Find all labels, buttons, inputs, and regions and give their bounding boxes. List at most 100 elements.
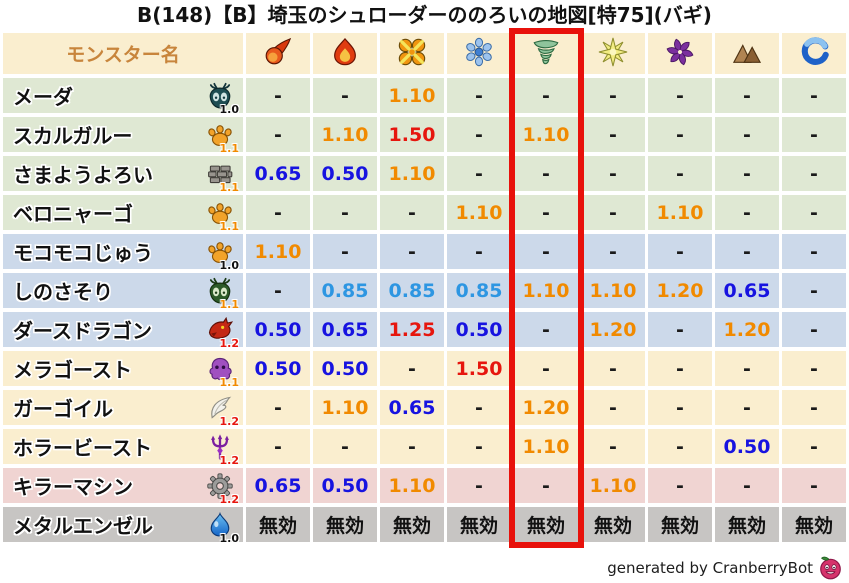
resistance-cell: - <box>648 117 712 152</box>
monster-multiplier: 1.2 <box>219 492 240 506</box>
resistance-cell: 1.10 <box>313 390 377 425</box>
resistance-cell: - <box>246 117 310 152</box>
monster-row: メタルエンゼル 1.0 無効 無効 無効 無効 無効 無効 無効 無効 無効 <box>3 507 846 545</box>
element-column-fireball <box>246 33 310 74</box>
monster-multiplier: 1.0 <box>219 102 240 116</box>
monster-row: ホラービースト 1.2- - - -1.10- -0.50- <box>3 429 846 467</box>
gear-icon: 1.2 <box>206 472 239 506</box>
resistance-cell: 無効 <box>380 507 444 542</box>
resistance-cell: - <box>514 468 578 503</box>
resistance-cell: 0.50 <box>715 429 779 464</box>
cranberry-icon <box>818 555 843 580</box>
resistance-cell: - <box>313 429 377 464</box>
resistance-cell: 1.10 <box>581 273 645 308</box>
paw-icon: 1.1 <box>206 121 239 155</box>
resistance-table: モンスター名 メーダ 1.0- -1.10- - - - - - スカルガルー 1.1-1.10 1… <box>0 29 849 546</box>
resistance-cell: - <box>447 468 511 503</box>
resistance-cell: - <box>447 117 511 152</box>
paw-icon: 1.0 <box>206 238 239 272</box>
resistance-cell: 無効 <box>782 507 846 542</box>
fireball-icon <box>263 37 293 67</box>
resistance-cell: - <box>648 351 712 386</box>
monster-name-header: モンスター名 <box>3 33 243 74</box>
sparkle-icon <box>598 37 628 67</box>
element-column-sparkle <box>581 33 645 74</box>
resistance-cell: - <box>648 156 712 191</box>
monster-name-cell: キラーマシン 1.2 <box>3 468 243 506</box>
monster-row: キラーマシン 1.2 0.65 0.50 1.10- -1.10- - - <box>3 468 846 506</box>
resistance-cell: - <box>246 429 310 464</box>
monster-name: モコモコじゅう <box>13 241 153 265</box>
resistance-cell: - <box>380 351 444 386</box>
resistance-cell: - <box>782 312 846 347</box>
brick-icon: 1.1 <box>206 160 239 194</box>
resistance-cell: 無効 <box>246 507 310 542</box>
monster-name-cell: ホラービースト 1.2 <box>3 429 243 467</box>
resistance-cell: 0.65 <box>380 390 444 425</box>
wave-icon <box>799 36 829 67</box>
resistance-cell: - <box>246 273 310 308</box>
dragon-icon: 1.2 <box>206 316 239 350</box>
resistance-cell: - <box>514 234 578 269</box>
resistance-cell: - <box>648 312 712 347</box>
resistance-cell: 1.10 <box>246 234 310 269</box>
element-column-wave <box>782 33 846 74</box>
resistance-cell: 1.25 <box>380 312 444 347</box>
mountain-icon <box>732 37 762 67</box>
resistance-cell: - <box>782 429 846 464</box>
resistance-cell: 1.20 <box>514 390 578 425</box>
resistance-cell: - <box>313 78 377 113</box>
scorpion-bug-icon: 1.1 <box>206 277 239 311</box>
resistance-cell: - <box>581 429 645 464</box>
resistance-cell: 0.50 <box>313 351 377 386</box>
resistance-cell: - <box>715 78 779 113</box>
resistance-cell: - <box>715 234 779 269</box>
resistance-cell: 0.85 <box>380 273 444 308</box>
resistance-cell: - <box>715 195 779 230</box>
resistance-cell: - <box>514 156 578 191</box>
resistance-cell: 1.20 <box>648 273 712 308</box>
resistance-cell: - <box>715 117 779 152</box>
monster-multiplier: 1.0 <box>219 258 240 272</box>
resistance-cell: 無効 <box>581 507 645 542</box>
page-title: B(148)【B】埼玉のシュローダーののろいの地図[特75](バギ) <box>137 3 712 27</box>
resistance-cell: - <box>782 156 846 191</box>
resistance-cell: 1.10 <box>380 78 444 113</box>
monster-row: しのさそり 1.1-0.85 0.85 0.85 1.10 1.10 1.20 0.65- <box>3 273 846 311</box>
resistance-cell: - <box>581 156 645 191</box>
resistance-cell: - <box>514 195 578 230</box>
ghost-icon: 1.1 <box>206 355 239 389</box>
resistance-cell: 1.10 <box>313 117 377 152</box>
monster-row: さまようよろい 1.1 0.65 0.50 1.10- - - - - - <box>3 156 846 194</box>
header-row: モンスター名 <box>3 33 846 74</box>
monster-row: メラゴースト 1.1 0.50 0.50-1.50- - - - - <box>3 351 846 389</box>
resistance-cell: - <box>581 234 645 269</box>
resistance-cell: - <box>313 195 377 230</box>
element-column-tornado <box>514 33 578 74</box>
slime-icon: 1.0 <box>206 511 239 545</box>
resistance-cell: - <box>715 351 779 386</box>
resistance-cell: 1.10 <box>447 195 511 230</box>
monster-name-cell: モコモコじゅう 1.0 <box>3 234 243 272</box>
resistance-cell: 0.85 <box>313 273 377 308</box>
monster-name: メラゴースト <box>13 358 132 382</box>
monster-row: ベロニャーゴ 1.1- - -1.10- -1.10- - <box>3 195 846 233</box>
resistance-cell: - <box>246 78 310 113</box>
monster-name: ベロニャーゴ <box>13 202 133 226</box>
resistance-cell: 0.65 <box>246 468 310 503</box>
resistance-cell: - <box>380 195 444 230</box>
monster-multiplier: 1.1 <box>219 375 240 389</box>
resistance-cell: 無効 <box>514 507 578 542</box>
resistance-cell: - <box>447 156 511 191</box>
element-column-pinwheel <box>648 33 712 74</box>
resistance-cell: - <box>648 234 712 269</box>
monster-name: メーダ <box>13 85 73 109</box>
resistance-cell: 0.50 <box>246 312 310 347</box>
resistance-cell: - <box>782 234 846 269</box>
resistance-cell: 0.50 <box>313 468 377 503</box>
monster-name-cell: メーダ 1.0 <box>3 78 243 116</box>
monster-row: スカルガルー 1.1-1.10 1.50-1.10- - - - <box>3 117 846 155</box>
monster-multiplier: 1.2 <box>219 453 240 467</box>
resistance-cell: 無効 <box>313 507 377 542</box>
monster-name-cell: ダースドラゴン 1.2 <box>3 312 243 350</box>
